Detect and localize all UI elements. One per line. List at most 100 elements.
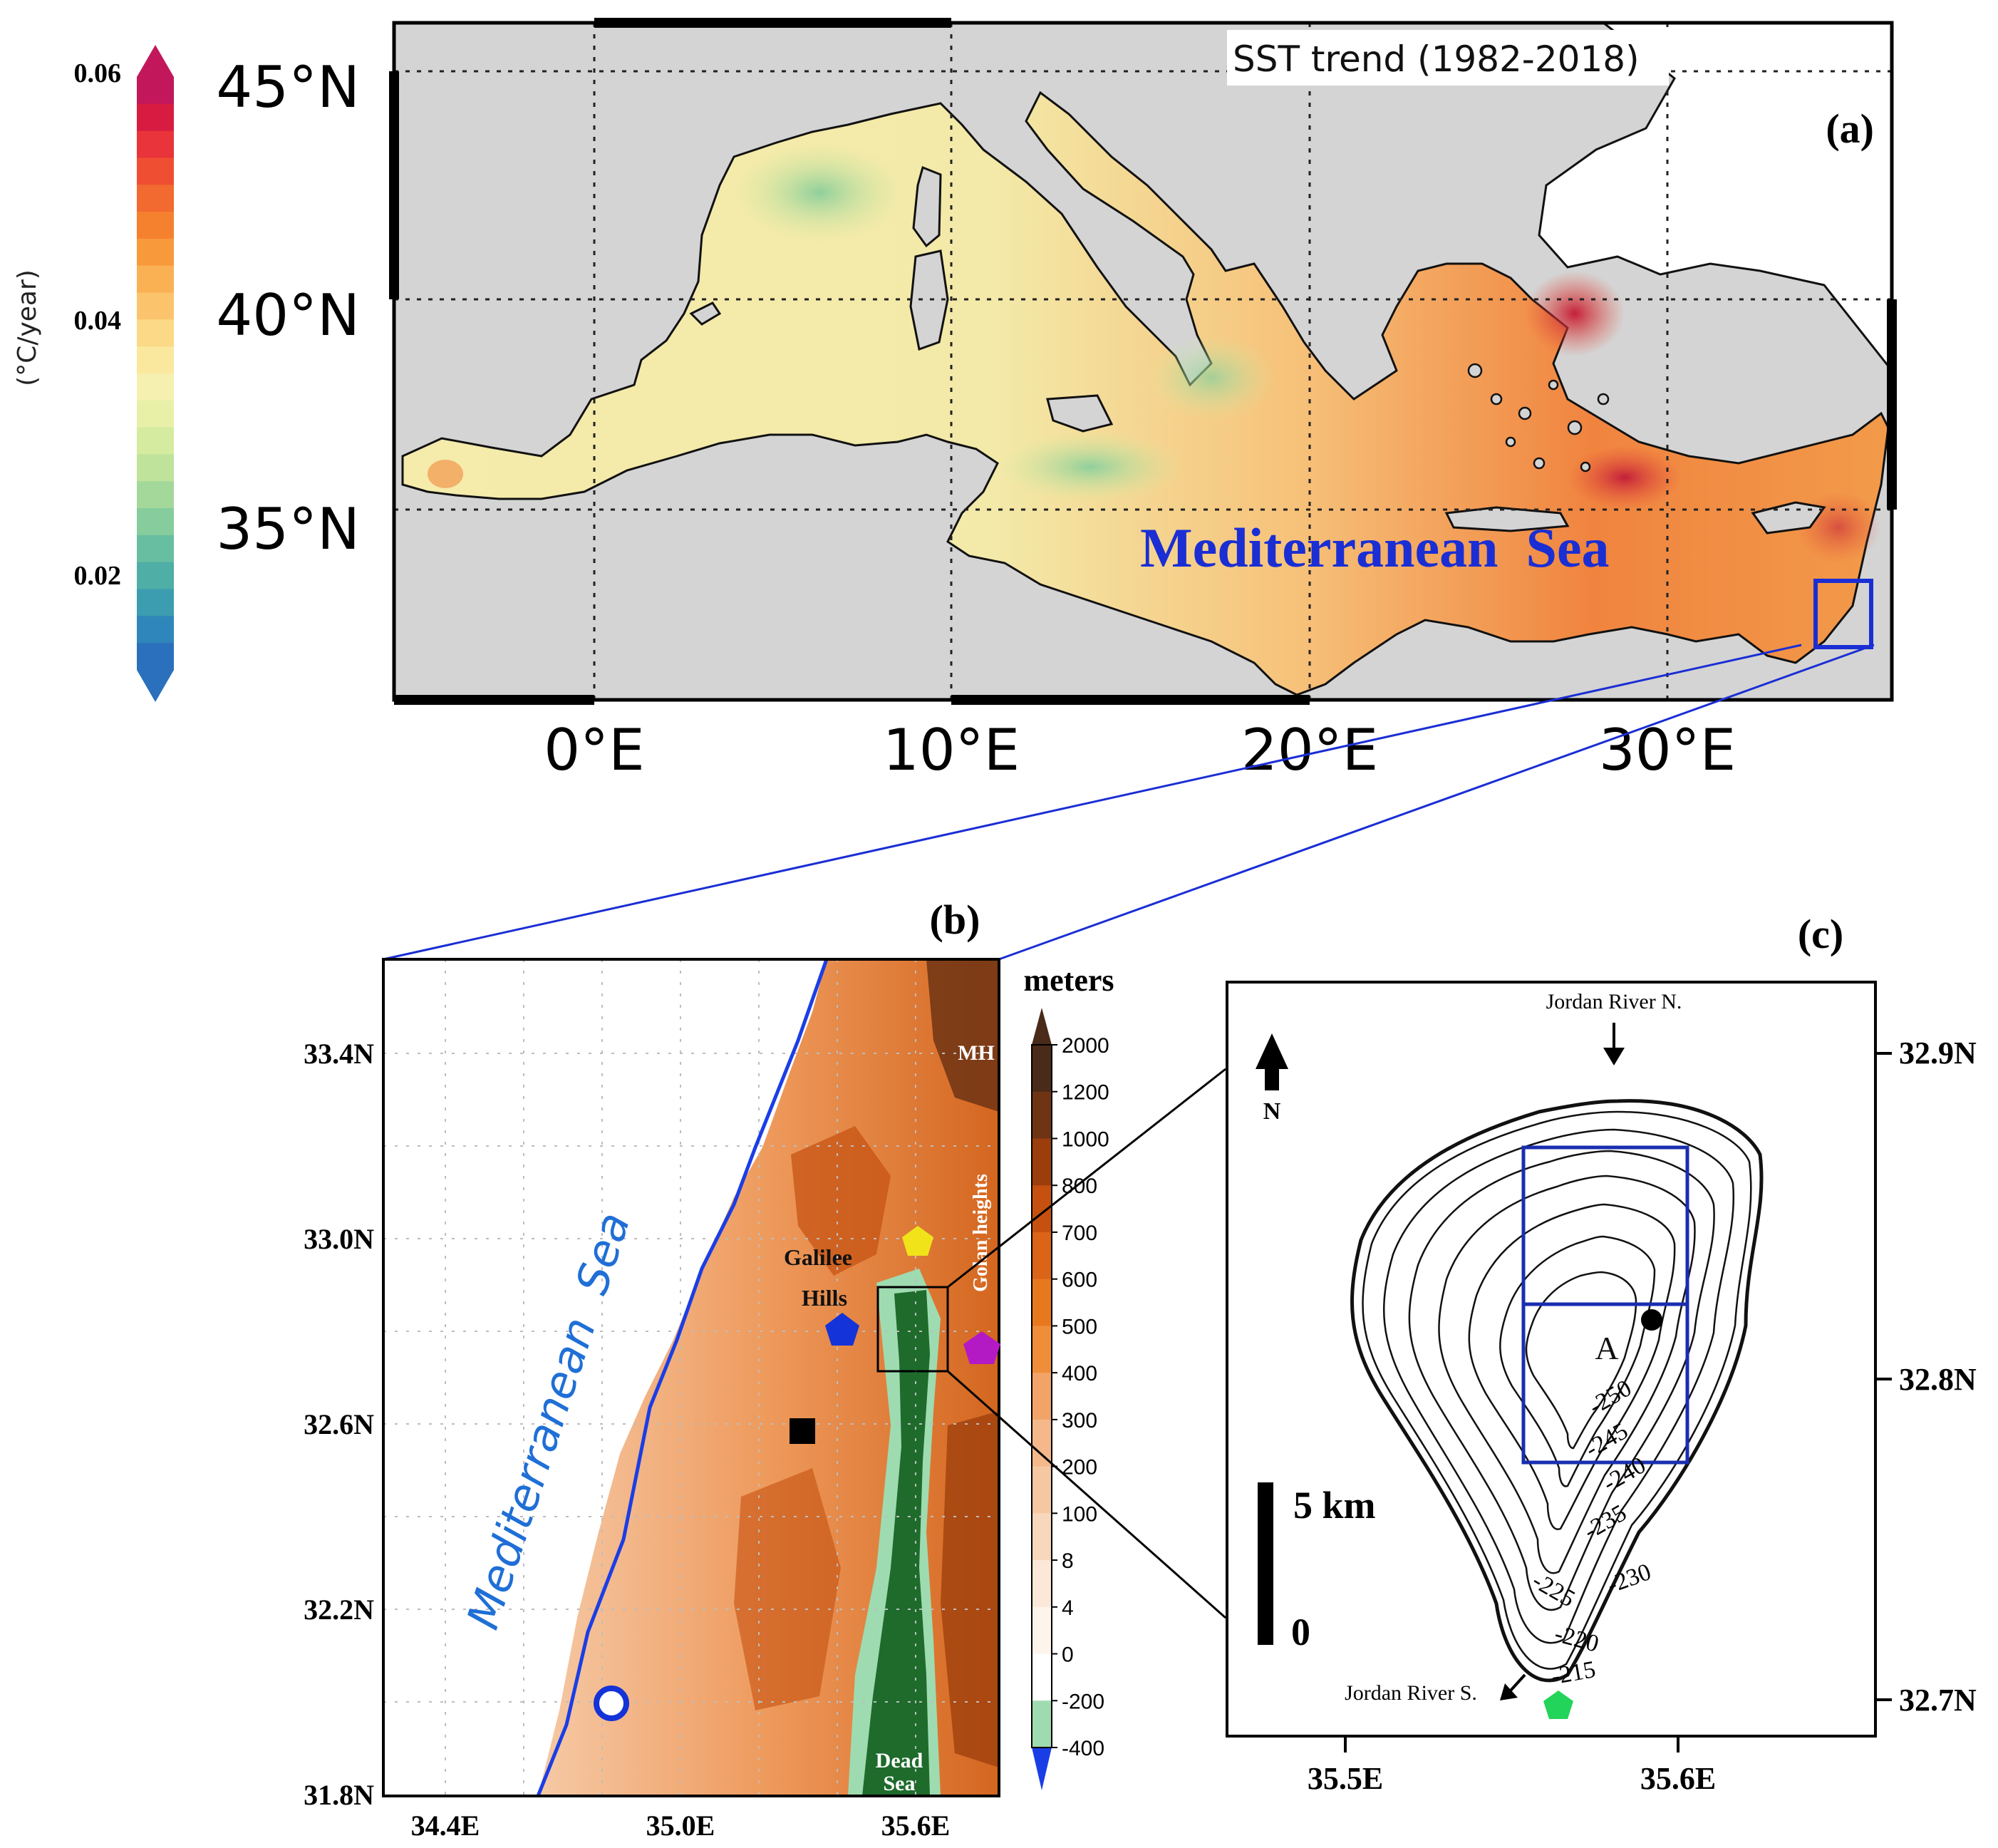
balearic-island	[689, 301, 722, 326]
c-lat-label-32.9: 32.9N	[1899, 1036, 1977, 1070]
colorbar-a-swatch	[137, 400, 174, 428]
label-mh: MH	[958, 1041, 995, 1065]
colorbar-b-bottom-extend	[1032, 1748, 1052, 1790]
zoom-line-left	[383, 644, 1802, 961]
colorbar-a-swatch	[137, 535, 174, 563]
marker-magenta-pentagon	[963, 1331, 1000, 1364]
rift-valley-dark	[862, 1290, 930, 1796]
colorbar-b-swatch	[1032, 1091, 1052, 1139]
panel-a-sea-label: Mediterranean Sea	[1140, 517, 1610, 579]
colorbar-b-swatch	[1032, 1466, 1052, 1514]
aegean-islands	[1467, 363, 1610, 473]
north-label: N	[1263, 1098, 1281, 1125]
white-unmapped-region	[1538, 23, 1892, 373]
colorbar-a-swatch	[137, 589, 174, 616]
title-box-a	[1227, 30, 1669, 86]
colorbar-a-swatch	[137, 238, 174, 267]
colorbar-b-tick-label: 0	[1062, 1643, 1074, 1667]
colorbar-b-frame	[1031, 1044, 1052, 1748]
frame-b	[382, 958, 1000, 1797]
colorbar-a-tick-1: 0.04	[74, 306, 122, 336]
lon-label-0: 0°E	[544, 717, 644, 783]
colorbar-b-tick-label: 2000	[1062, 1034, 1109, 1058]
c-lon-label-35.5: 35.5E	[1308, 1761, 1383, 1796]
sicily-green	[998, 431, 1183, 502]
panel-b-label: (b)	[930, 897, 980, 943]
scale-bar	[1258, 1482, 1273, 1645]
river-n-label: Jordan River N.	[1546, 990, 1682, 1013]
ionian-green	[1147, 335, 1275, 420]
scale-bar-top: 5 km	[1293, 1484, 1376, 1527]
colorbar-b-top-extend	[1032, 1008, 1052, 1045]
colorbar-a-swatch	[137, 265, 174, 294]
point-a-marker	[1641, 1309, 1662, 1331]
sardinia-island	[909, 249, 949, 351]
colorbar-b-swatch	[1032, 1326, 1052, 1373]
sst-map	[394, 23, 1892, 700]
panel-c-label: (c)	[1798, 911, 1843, 957]
colorbar-b-swatch	[1032, 1700, 1052, 1748]
frame-c	[1226, 981, 1877, 1738]
b-lat-label-32.6: 32.6N	[304, 1408, 374, 1440]
colorbar-b-tick-label: 500	[1062, 1315, 1097, 1338]
rhodes-hotspot	[1568, 445, 1682, 510]
colorbar-b-swatch	[1032, 1606, 1052, 1655]
lon-label-30: 30°E	[1599, 717, 1736, 783]
panel-a-label: (a)	[1826, 105, 1874, 152]
colorbar-b-tick-label: 8	[1062, 1549, 1074, 1573]
colorbar-b-tick-label: 400	[1062, 1362, 1097, 1385]
colorbar-b-tick-label: -400	[1062, 1737, 1104, 1760]
b-lon-label-35.6: 35.6E	[881, 1810, 951, 1842]
cyprus-island	[1751, 501, 1826, 535]
colorbar-b-tick-label: 600	[1062, 1269, 1097, 1292]
colorbar-b-tick-label: 1200	[1062, 1081, 1109, 1105]
colorbar-b-swatch	[1032, 1279, 1052, 1326]
colorbar-b-tick-label: 1000	[1062, 1127, 1109, 1151]
colorbar-a-swatch	[137, 292, 174, 320]
colorbar-b-tick-label: 300	[1062, 1409, 1097, 1433]
b-lat-label-33.4: 33.4N	[304, 1038, 374, 1070]
b-lat-label-31.8: 31.8N	[304, 1779, 374, 1811]
river-s-arrow	[1509, 1673, 1526, 1692]
colorbar-b-swatch	[1032, 1513, 1052, 1561]
colorbar-b-swatch	[1032, 1232, 1052, 1280]
marker-blue-pentagon	[825, 1313, 859, 1346]
hills-b	[791, 1126, 891, 1276]
highlands-b	[926, 959, 999, 1112]
colorbar-a-swatch	[137, 130, 174, 158]
colorbar-b-swatch	[1032, 1653, 1052, 1701]
zoom-line-right	[998, 644, 1875, 961]
lon-label-20: 20°E	[1241, 717, 1378, 783]
colorbar-a-swatch	[137, 562, 174, 590]
alboran-patch	[428, 460, 463, 488]
lat-label-40: 40°N	[216, 282, 360, 349]
colorbar-b-swatch	[1032, 1560, 1052, 1608]
colorbar-b-tick-label: 100	[1062, 1502, 1097, 1526]
label-galilee: Galilee	[784, 1244, 852, 1270]
b-lon-label-34.4: 34.4E	[411, 1810, 480, 1842]
panel-b: (b)	[304, 897, 1114, 1842]
colorbar-a-top-extend	[137, 45, 174, 77]
kinneret-box-b	[876, 1286, 949, 1373]
zoom-line-b-c-bottom	[947, 1370, 1226, 1619]
colorbar-a	[137, 45, 174, 702]
c-lat-label-32.7: 32.7N	[1899, 1683, 1977, 1718]
panel-a-title: SST trend (1982-2018)	[1233, 38, 1640, 80]
grid-b	[383, 959, 999, 1796]
colorbar-b-tick-label: 200	[1062, 1456, 1097, 1480]
b-lon-label-35.0: 35.0E	[646, 1810, 715, 1842]
lon-label-10: 10°E	[883, 717, 1020, 783]
zoom-line-b-c-top	[947, 1068, 1226, 1289]
colorbar-b-swatch	[1032, 1045, 1052, 1093]
colorbar-b-unit: meters	[1023, 963, 1114, 998]
marker-black-square	[790, 1418, 815, 1444]
colorbar-a-swatch	[137, 616, 174, 644]
panel-c: (c) A -250 -245 -240 -235 -230 -225 -220…	[1226, 911, 1977, 1796]
west-green	[734, 143, 905, 242]
north-arrow-icon	[1256, 1033, 1288, 1090]
colorbar-a-swatch	[137, 212, 174, 239]
aegean-hotspot	[1525, 271, 1625, 356]
colorbar-a-tick-2: 0.02	[74, 561, 122, 591]
b-lat-label-32.2: 32.2N	[304, 1594, 374, 1626]
colorbar-a-swatch	[137, 319, 174, 347]
